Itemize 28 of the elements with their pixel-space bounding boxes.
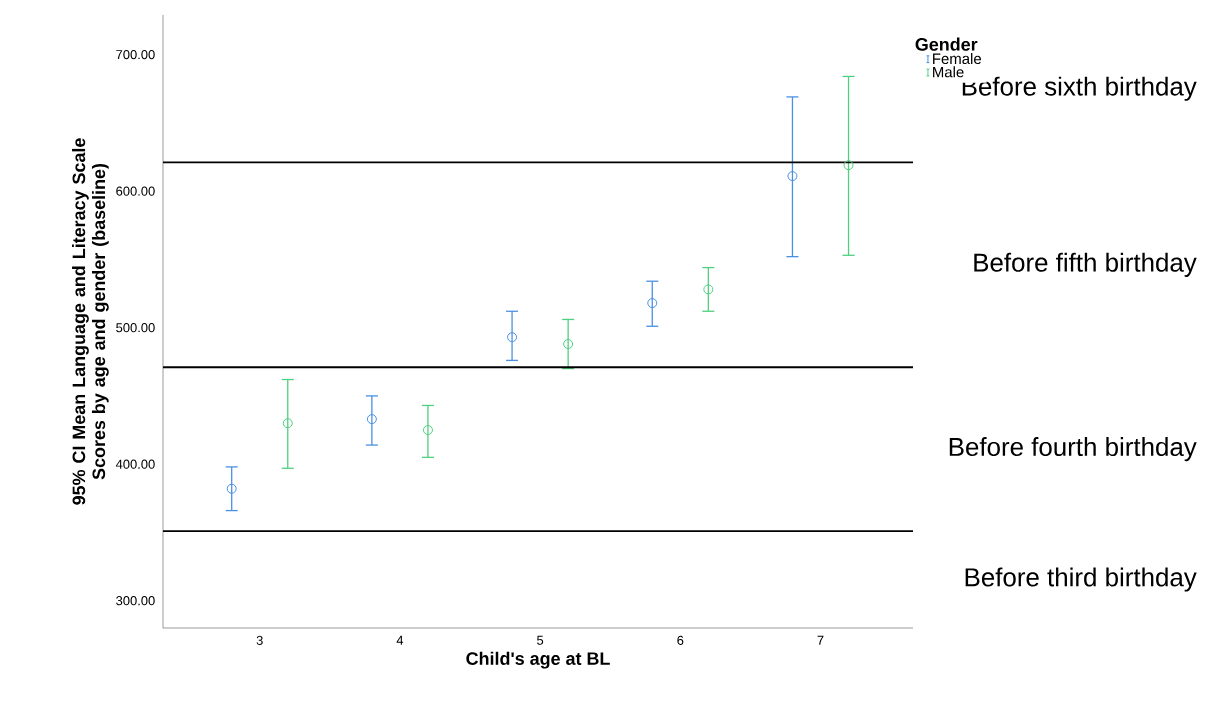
x-tick-label: 3 xyxy=(256,635,263,645)
point xyxy=(507,332,518,343)
y-tick-label: 500.00 xyxy=(116,323,155,333)
point xyxy=(422,425,433,436)
point xyxy=(787,171,798,182)
legend-label: Male xyxy=(933,66,964,78)
y-tick-label: 700.00 xyxy=(116,50,155,60)
point xyxy=(226,483,237,494)
y-tick-label: 300.00 xyxy=(116,596,155,606)
text: Before fourth birthday xyxy=(949,437,1197,462)
point xyxy=(366,414,377,425)
legend-title: Gender xyxy=(915,37,978,51)
x-tick-label: 7 xyxy=(817,635,824,645)
y-axis-title: 95% CI Mean Language and Literacy Scale Scores by age and gender (baseline) xyxy=(72,138,109,505)
text: Before fifth birthday xyxy=(974,252,1197,277)
y-tick-label: 600.00 xyxy=(116,186,155,196)
point xyxy=(563,339,574,350)
point xyxy=(282,418,293,429)
point xyxy=(703,284,714,295)
x-tick-label: 4 xyxy=(396,635,404,645)
x-axis-title: Child's age at BL xyxy=(466,651,610,669)
legend-label: Female xyxy=(933,53,981,65)
point xyxy=(843,160,854,171)
x-tick-label: 5 xyxy=(537,635,544,645)
y-tick-label: 400.00 xyxy=(115,459,155,469)
point xyxy=(647,298,658,309)
x-tick-label: 6 xyxy=(677,635,684,645)
text: Before third birthday xyxy=(965,567,1197,592)
